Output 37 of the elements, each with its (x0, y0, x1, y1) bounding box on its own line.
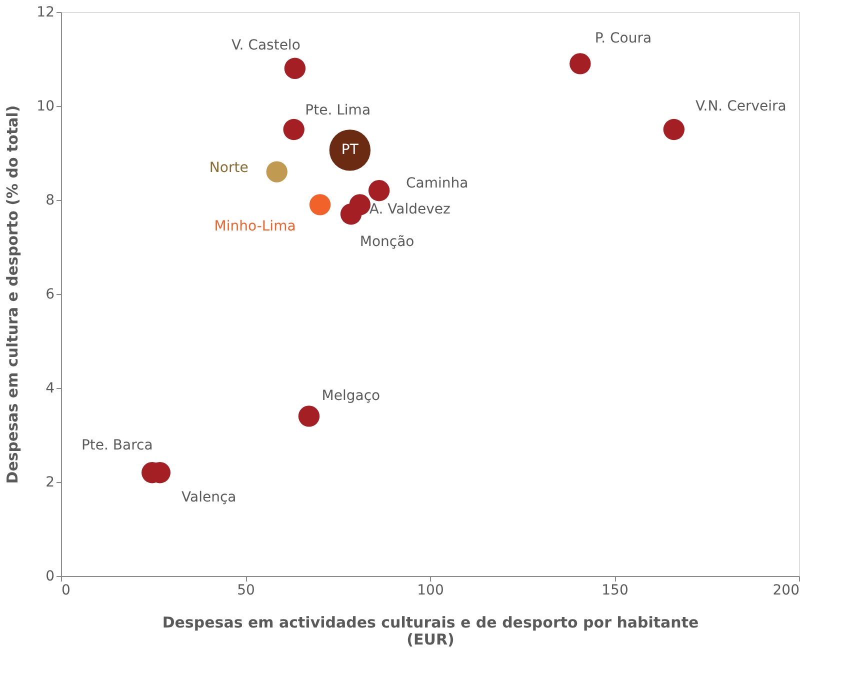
series-label: Pte. Barca (81, 438, 153, 454)
series-label: PT (341, 142, 359, 158)
point (266, 161, 288, 182)
x-tick-label: 100 (417, 582, 444, 598)
series-label: Minho-Lima (214, 218, 296, 235)
series-label: Monção (360, 234, 414, 250)
point (570, 53, 591, 74)
series-label: P. Coura (594, 30, 652, 47)
series-label: A. Valdevez (369, 202, 450, 218)
point (298, 406, 320, 427)
y-tick-label: 6 (46, 286, 55, 302)
series-label: Norte (209, 160, 248, 176)
x-tick-label: 50 (237, 582, 255, 598)
y-tick-label: 4 (46, 380, 55, 396)
y-tick-label: 10 (36, 98, 54, 114)
series-label: Pte. Lima (305, 102, 371, 118)
y-axis-title: Despesas em cultura e desporto (% do total) (4, 105, 22, 484)
x-tick-label: 150 (602, 582, 628, 598)
series-label: V. Castelo (232, 37, 300, 54)
x-tick-label: 0 (62, 582, 70, 598)
point (340, 204, 362, 225)
point (663, 118, 685, 140)
y-tick-label: 8 (46, 192, 54, 208)
series-label: Caminha (406, 176, 468, 192)
y-tick-label: 12 (36, 4, 54, 20)
x-tick-label: 200 (772, 582, 800, 598)
series-label: V.N. Cerveira (695, 98, 786, 114)
point (283, 118, 304, 140)
point (284, 58, 306, 79)
point (368, 180, 390, 202)
point (309, 194, 331, 216)
series-label: Valença (182, 490, 236, 506)
point (329, 130, 371, 171)
y-tick-label: 2 (46, 474, 54, 490)
x-axis-title: Despesas em actividades culturais e de desporto por habitante (EUR) (162, 614, 699, 648)
series-label: Melgaço (322, 388, 380, 404)
y-tick-label: 0 (46, 568, 54, 584)
